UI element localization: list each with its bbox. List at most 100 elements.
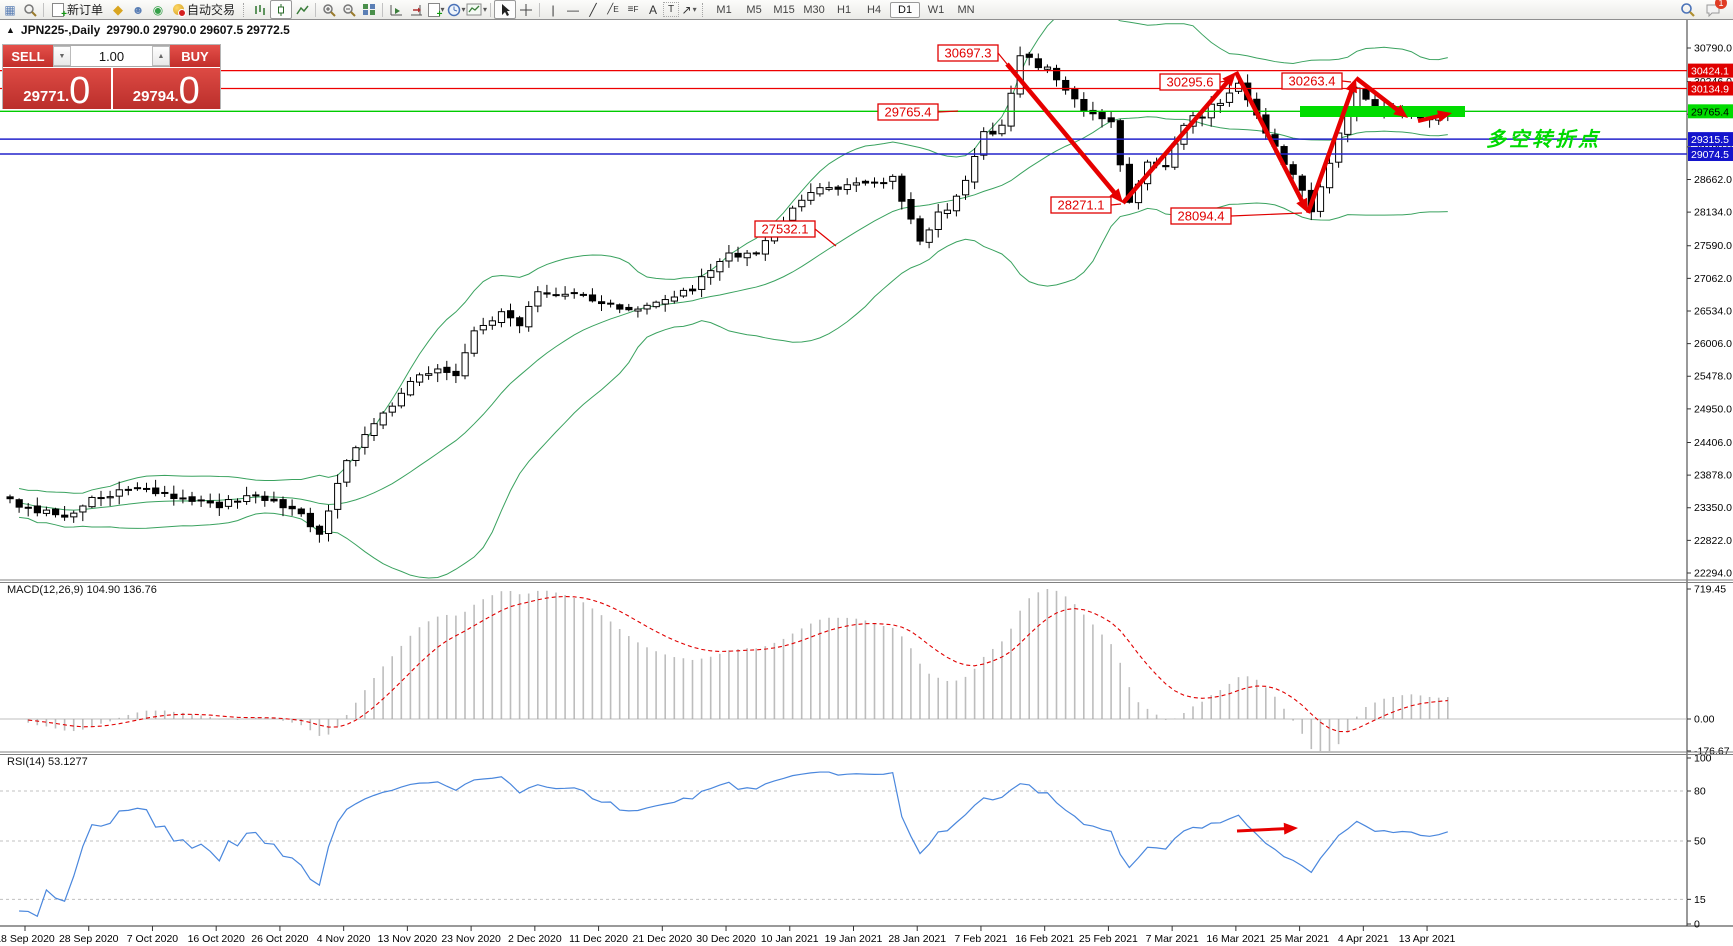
zoom-out-icon[interactable] [339,1,359,18]
channel-letter: E [613,4,619,15]
svg-text:19 Jan 2021: 19 Jan 2021 [825,933,883,945]
svg-text:27590.0: 27590.0 [1694,240,1732,252]
svg-text:28 Jan 2021: 28 Jan 2021 [888,933,946,945]
chart-shift-icon[interactable] [406,1,426,18]
rsi-pane [0,771,1687,918]
auto-trading-icon [173,4,187,17]
buy-button[interactable]: BUY [170,45,220,67]
svg-text:18 Sep 2020: 18 Sep 2020 [0,933,55,945]
svg-text:29765.4: 29765.4 [885,105,932,120]
separator [539,2,541,17]
trend-zigzag-arrows[interactable] [1005,62,1452,214]
volume-decrease-button[interactable]: ▼ [53,46,71,66]
templates-icon[interactable]: + ▾ [426,1,446,19]
zoom-in-icon[interactable] [319,1,339,18]
ohlc-values: 29790.0 29790.0 29607.5 29772.5 [106,23,290,37]
horizontal-line-tool-icon[interactable]: — [567,2,580,17]
svg-text:24406.0: 24406.0 [1694,437,1732,449]
tile-windows-icon[interactable] [359,1,379,18]
chart-frame [0,19,1733,927]
price-label-box[interactable] [1170,207,1232,225]
bar-chart-mode-icon[interactable] [250,1,270,18]
svg-text:30697.3: 30697.3 [945,46,992,61]
svg-text:16 Feb 2021: 16 Feb 2021 [1015,933,1074,945]
price-annotations[interactable]: 30697.3 30295.6 30263.4 29765.4 28271.1 28094… [754,44,1352,247]
price-label-box[interactable] [937,44,999,62]
candles [6,46,1452,543]
terminal-icon[interactable]: ☻ [131,2,145,17]
arrows-tool-icon[interactable]: ↗ ▾ [681,2,697,17]
svg-text:30295.6: 30295.6 [1167,75,1214,90]
analyst-note-text[interactable]: 多空转折点 [1486,129,1601,151]
chart-title: ▲ JPN225-,Daily 29790.0 29790.0 29607.5 … [6,23,290,37]
timeframe-group: M1 M5 M15 M30 H1 H4 D1 W1 MN [709,1,981,18]
timeframe-button-H4[interactable]: H4 [867,3,882,16]
highlight-band[interactable] [1300,106,1465,117]
timeframe-button-W1[interactable]: W1 [927,3,945,16]
crosshair-tool-icon[interactable] [516,1,536,18]
svg-text:21 Dec 2020: 21 Dec 2020 [633,933,693,945]
trendline-tool-icon[interactable]: ╱ [589,2,597,17]
macd-signal-line [28,595,1448,733]
timeframe-button-D1[interactable]: D1 [890,1,921,18]
notifications-icon[interactable]: 1 [1703,0,1727,18]
svg-text:23878.0: 23878.0 [1694,470,1732,482]
svg-text:13 Apr 2021: 13 Apr 2021 [1399,933,1456,945]
candlestick-mode-icon[interactable] [270,0,293,19]
price-label-box[interactable] [1159,73,1221,91]
arrows-glyph: ↗ [681,2,692,17]
fibonacci-tool-icon[interactable]: ≡ F [627,3,639,15]
periods-icon[interactable]: ▾ [466,1,487,18]
volume-increase-button[interactable]: ▲ [152,46,170,66]
timeframe-button-M1[interactable]: M1 [716,3,732,16]
price-chart-canvas[interactable]: 30790.030246.029718.029190.028662.028134… [0,19,1733,946]
svg-text:23 Nov 2020: 23 Nov 2020 [441,933,501,945]
chart-area: 30790.030246.029718.029190.028662.028134… [0,19,1733,946]
timeframe-button-MN[interactable]: MN [957,3,975,16]
rsi-arrow[interactable] [1236,822,1298,835]
symbol-period-label: JPN225-,Daily [20,23,101,37]
indicators-icon[interactable]: ▾ [446,1,466,18]
price-label-box[interactable] [877,103,939,121]
sell-button[interactable]: SELL [3,45,53,67]
macd-histogram [0,588,1687,752]
svg-text:27062.0: 27062.0 [1694,273,1732,285]
volume-value[interactable]: 1.00 [98,48,125,64]
price-label-box[interactable] [754,220,816,238]
label-tool-icon[interactable]: T [663,2,680,17]
svg-text:22822.0: 22822.0 [1694,535,1732,547]
signals-icon[interactable]: ◉ [152,2,164,17]
price-label-box[interactable] [1281,72,1343,90]
timeframe-button-H1[interactable]: H1 [837,3,852,16]
price-label-box[interactable] [1050,196,1112,214]
svg-text:10 Jan 2021: 10 Jan 2021 [761,933,819,945]
text-tool-icon[interactable]: A [649,2,658,17]
sell-price-button[interactable]: 29771. 0 [3,68,111,110]
svg-text:30424.1: 30424.1 [1691,66,1729,78]
bollinger-bands [18,19,1448,579]
search-icon[interactable] [1677,1,1697,18]
vertical-line-tool-icon[interactable]: | [551,2,555,17]
new-order-button[interactable]: + 新订单 [47,1,108,20]
svg-text:7 Feb 2021: 7 Feb 2021 [954,933,1007,945]
line-chart-mode-icon[interactable] [292,1,312,18]
svg-text:2 Dec 2020: 2 Dec 2020 [508,933,562,945]
price-badge: 30424.1 [1688,63,1733,78]
collapse-arrow-icon[interactable]: ▲ [6,25,15,35]
profiles-icon[interactable] [20,1,40,18]
chart-windows-icon[interactable]: ▦ [4,2,16,17]
svg-text:15: 15 [1694,894,1706,906]
auto-trading-button[interactable]: 自动交易 [168,1,240,18]
cursor-tool-icon[interactable] [494,0,517,19]
separator [382,2,384,17]
timeframe-button-M5[interactable]: M5 [746,3,762,16]
market-depth-icon[interactable]: ◆ [113,2,124,17]
svg-text:23350.0: 23350.0 [1694,502,1732,514]
channel-tool-icon[interactable]: ╱ E [607,3,619,15]
date-axis: 18 Sep 2020 28 Sep 2020 7 Oct 2020 16 Oct 2… [0,926,1456,945]
svg-text:29074.5: 29074.5 [1691,149,1729,161]
timeframe-button-M30[interactable]: M30 [803,3,825,16]
auto-scroll-icon[interactable] [386,1,406,18]
buy-price-button[interactable]: 29794. 0 [112,68,220,110]
timeframe-button-M15[interactable]: M15 [773,3,795,16]
